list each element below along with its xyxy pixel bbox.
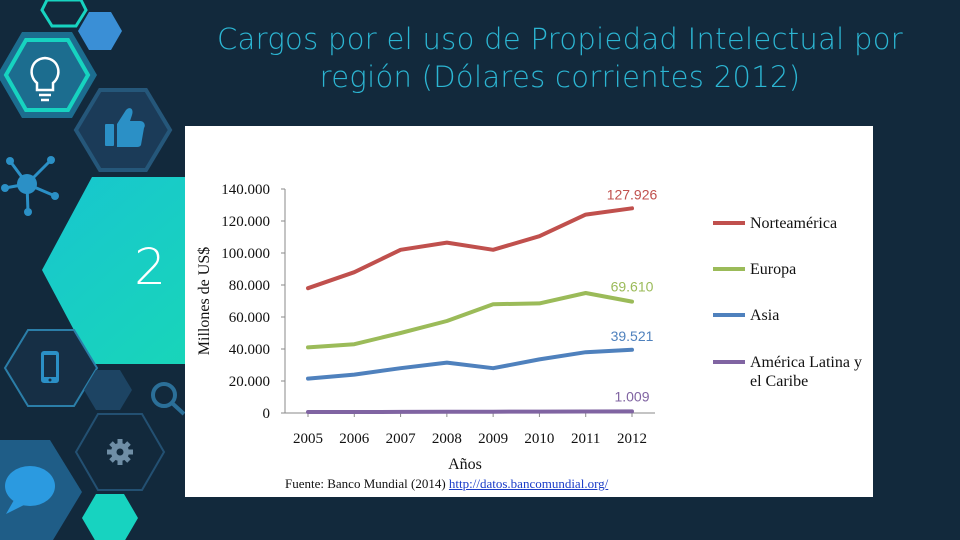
line-chart: 0 20.000 40.000 60.000 80.000 100.000 120.000 1… bbox=[196, 182, 862, 473]
y-tick-label: 140.000 bbox=[221, 182, 270, 198]
data-label-norteamerica: 127.926 bbox=[607, 186, 658, 202]
magnifier-icon bbox=[151, 382, 186, 416]
hexagon-teal-bottom bbox=[82, 494, 138, 540]
x-tick-label: 2012 bbox=[617, 431, 647, 447]
x-tick-label: 2010 bbox=[524, 431, 554, 447]
data-label-asia: 39.521 bbox=[611, 328, 654, 344]
x-tick-label: 2008 bbox=[432, 431, 462, 447]
slide-title: Cargos por el uso de Propiedad Intelectu… bbox=[216, 22, 903, 94]
y-tick-label: 80.000 bbox=[229, 278, 270, 294]
y-tick-label: 120.000 bbox=[221, 214, 270, 230]
legend-label-america-latina-y-el-caribe: América Latina y el Caribe bbox=[750, 354, 862, 390]
slide-number: 2 bbox=[134, 238, 166, 296]
network-icon bbox=[1, 156, 59, 216]
phone-icon bbox=[41, 351, 59, 383]
thumbs-up-icon bbox=[105, 108, 145, 147]
y-tick-label: 40.000 bbox=[229, 342, 270, 358]
legend-label-asia: Asia bbox=[750, 307, 779, 324]
gear-icon bbox=[107, 439, 133, 465]
chat-bubble-icon bbox=[5, 466, 55, 514]
hexagon-lightbulb-ring bbox=[3, 38, 91, 112]
y-tick-label: 0 bbox=[263, 406, 271, 422]
hexagon-outline-top bbox=[40, 0, 88, 28]
source-link[interactable]: http://datos.bancomundial.org/ bbox=[448, 476, 609, 491]
hexagon-blue-small bbox=[78, 12, 122, 50]
x-tick-label: 2011 bbox=[571, 431, 600, 447]
series-line-america-latina-y-el-caribe bbox=[306, 409, 634, 414]
hexagon-lightbulb bbox=[0, 32, 97, 118]
lightbulb-icon bbox=[30, 56, 60, 102]
data-label-america-latina-y-el-caribe: 1.009 bbox=[614, 388, 649, 404]
y-axis-title: Millones de US$ bbox=[196, 247, 213, 355]
y-tick-label: 100.000 bbox=[221, 246, 270, 262]
chart-panel: 0 20.000 40.000 60.000 80.000 100.000 120.000 1… bbox=[185, 126, 873, 497]
data-label-europa: 69.610 bbox=[611, 279, 654, 295]
source-note: Fuente: Banco Mundial (2014) http://dato… bbox=[285, 476, 608, 492]
legend-label-norteamerica: Norteamérica bbox=[750, 215, 837, 232]
series-line-norteamerica bbox=[306, 206, 634, 291]
series-line-asia bbox=[306, 347, 634, 381]
legend-label-europa: Europa bbox=[750, 261, 796, 278]
x-tick-label: 2005 bbox=[293, 431, 323, 447]
y-tick-label: 60.000 bbox=[229, 310, 270, 326]
y-tick-label: 20.000 bbox=[229, 374, 270, 390]
source-text: Fuente: Banco Mundial (2014) bbox=[285, 476, 446, 491]
x-axis-title: Años bbox=[448, 456, 482, 473]
x-tick-label: 2006 bbox=[339, 431, 370, 447]
x-tick-label: 2007 bbox=[386, 431, 417, 447]
hexagon-small-dark bbox=[84, 370, 132, 410]
x-tick-label: 2009 bbox=[478, 431, 508, 447]
series-line-europa bbox=[306, 291, 634, 350]
